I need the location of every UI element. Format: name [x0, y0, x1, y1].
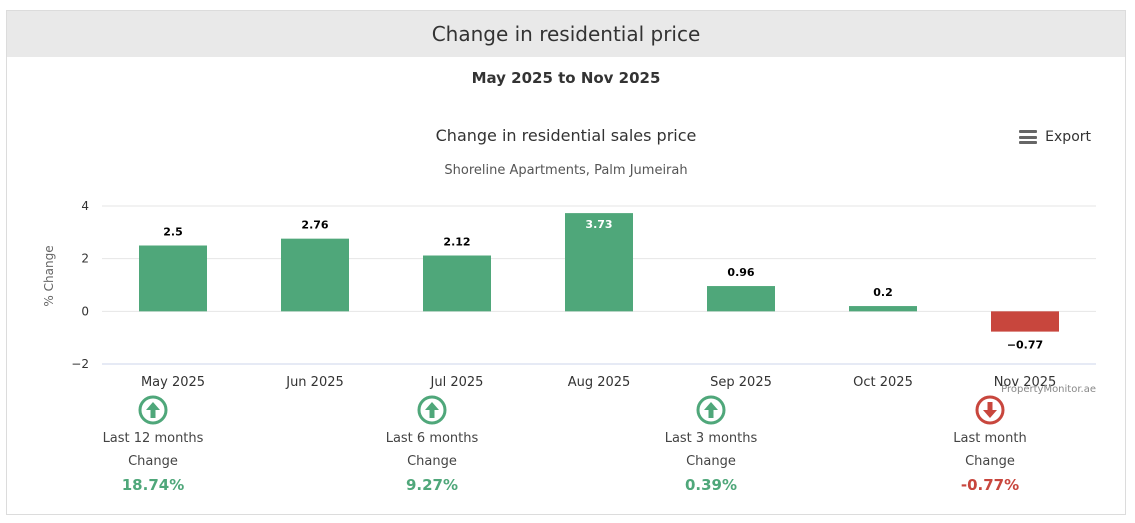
x-tick-label: Sep 2025 — [710, 375, 772, 390]
x-tick-label: Oct 2025 — [853, 375, 913, 390]
period-label: May 2025 to Nov 2025 — [471, 69, 661, 87]
bar-sep-2025[interactable] — [707, 286, 775, 312]
x-tick-label: Jun 2025 — [285, 375, 344, 390]
card-title: Change in residential price — [431, 22, 701, 46]
arrow-up-circle-icon — [417, 395, 447, 425]
stat-sublabel: Change — [965, 454, 1015, 469]
stat-sublabel: Change — [407, 454, 457, 469]
export-label: Export — [1045, 129, 1091, 145]
data-label: 2.5 — [163, 226, 183, 239]
stat-block: Last 6 months Change 9.27% — [342, 395, 522, 494]
x-tick-label: Aug 2025 — [568, 375, 631, 390]
stat-label: Last month — [953, 431, 1027, 446]
data-label: 2.12 — [443, 236, 470, 249]
chart-credit[interactable]: PropertyMonitor.ae — [1001, 384, 1096, 395]
export-button[interactable]: Export — [1019, 129, 1091, 145]
chart-subtitle: Shoreline Apartments, Palm Jumeirah — [444, 163, 687, 178]
stat-value: -0.77% — [960, 476, 1020, 494]
y-tick-label: 0 — [81, 304, 89, 318]
data-label: 3.73 — [585, 218, 612, 231]
data-label: 0.96 — [727, 266, 754, 279]
stat-label: Last 6 months — [385, 431, 479, 446]
bar-aug-2025[interactable] — [565, 213, 633, 312]
data-label: 2.76 — [301, 219, 328, 232]
stat-block: Last month Change -0.77% — [900, 395, 1080, 494]
arrow-up-circle-icon — [696, 395, 726, 425]
x-tick-label: May 2025 — [141, 375, 205, 390]
y-tick-label: 2 — [81, 252, 89, 266]
data-label: 0.2 — [873, 286, 893, 299]
price-change-card: Change in residential price May 2025 to … — [6, 10, 1126, 515]
stat-label: Last 3 months — [664, 431, 758, 446]
y-tick-label: −2 — [71, 357, 89, 371]
bar-nov-2025[interactable] — [991, 311, 1059, 332]
stat-value: 9.27% — [405, 476, 459, 494]
arrow-down-circle-icon — [975, 395, 1005, 425]
x-tick-label: Jul 2025 — [430, 375, 484, 390]
chart-title: Change in residential sales price — [436, 126, 697, 145]
arrow-up-circle-icon — [138, 395, 168, 425]
data-label: −0.77 — [1007, 339, 1043, 352]
stat-value: 0.39% — [684, 476, 738, 494]
stat-block: Last 12 months Change 18.74% — [63, 395, 243, 494]
bar-may-2025[interactable] — [139, 245, 207, 312]
bar-jun-2025[interactable] — [281, 238, 349, 312]
y-tick-label: 4 — [81, 199, 89, 213]
stat-sublabel: Change — [686, 454, 736, 469]
bar-jul-2025[interactable] — [423, 255, 491, 312]
stat-block: Last 3 months Change 0.39% — [621, 395, 801, 494]
stat-value: 18.74% — [121, 476, 185, 494]
bar-chart: Change in residential sales price Shorel… — [42, 126, 1096, 395]
card-header: Change in residential price — [7, 11, 1125, 57]
chart-area: Change in residential sales price Shorel… — [7, 111, 1125, 401]
x-tick-label: Nov 2025 — [994, 375, 1057, 390]
menu-icon — [1019, 130, 1038, 144]
y-axis-label: % Change — [42, 245, 56, 306]
summary-stats: Last 12 months Change 18.74% Last 6 months C… — [7, 395, 1125, 505]
stat-sublabel: Change — [128, 454, 178, 469]
stat-label: Last 12 months — [102, 431, 204, 446]
bar-oct-2025[interactable] — [849, 306, 917, 312]
